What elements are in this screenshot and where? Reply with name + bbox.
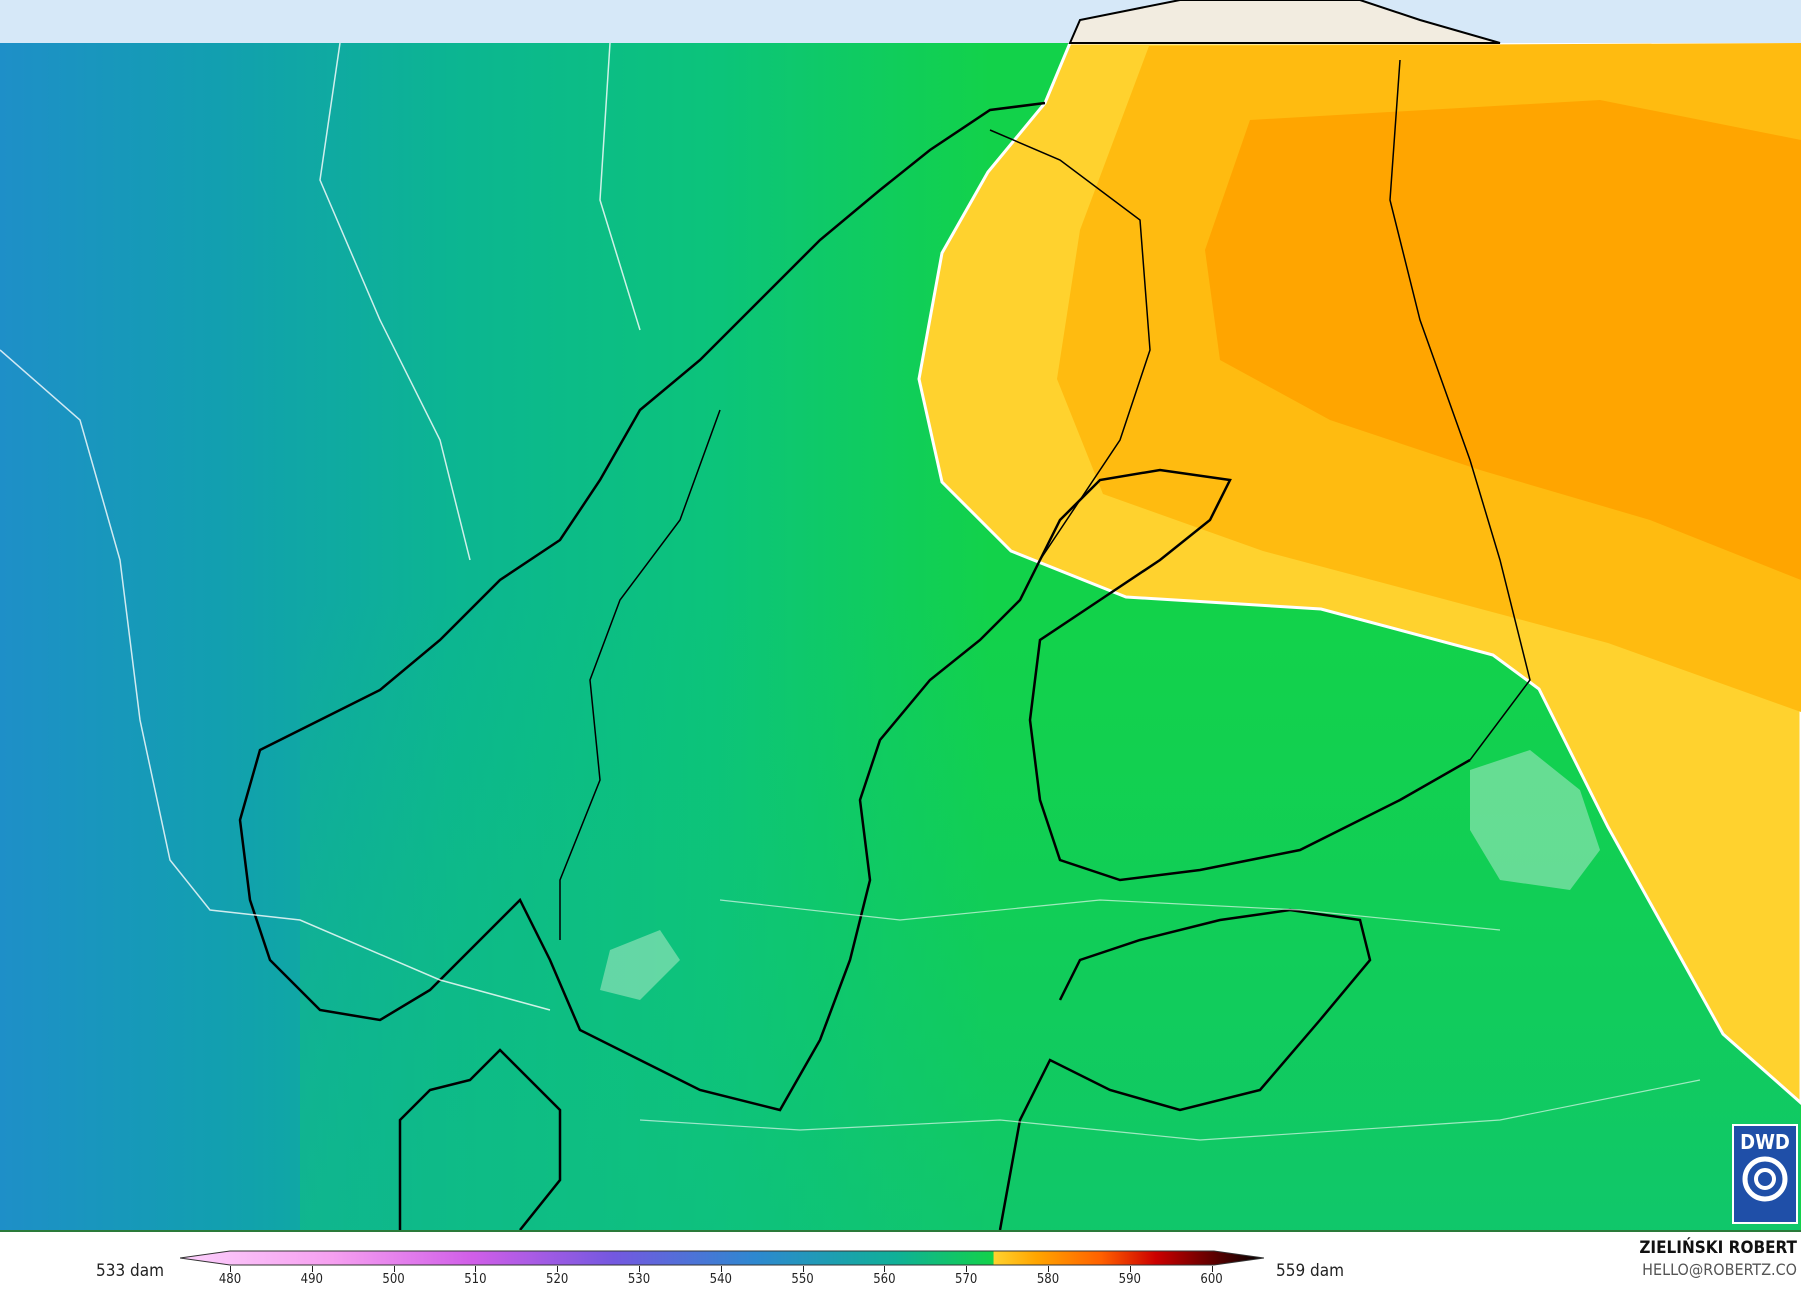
colorbar-tick-label: 530 [627, 1272, 651, 1287]
colorbar-tick-mark [1048, 1266, 1049, 1272]
colorbar-tick-mark [1211, 1266, 1213, 1272]
colorbar-tick-label: 480 [218, 1272, 242, 1287]
min-value-label: 533 dam [96, 1261, 165, 1281]
colorbar-tick-label: 500 [382, 1272, 405, 1287]
colorbar-tick-mark [966, 1266, 968, 1272]
colorbar-tick-label: 600 [1200, 1272, 1223, 1287]
colorbar-tick-label: 520 [546, 1272, 569, 1287]
contour-white-east [639, 899, 1701, 1141]
author-name: ZIELIŃSKI ROBERT [1639, 1238, 1797, 1258]
north-land [1068, 0, 1501, 44]
colorbar-tick-label: 490 [300, 1272, 323, 1287]
colorbar-tick-mark [393, 1266, 395, 1272]
colorbar-tick-label: 550 [791, 1272, 814, 1287]
colorbar-tick-mark [639, 1266, 640, 1272]
top-sea-band [0, 0, 1801, 43]
colorbar-tick-mark [720, 1266, 722, 1272]
colorbar-tick-label: 560 [873, 1272, 896, 1287]
geopotential-map [0, 0, 1801, 1230]
denmark-coastline [398, 1048, 562, 1230]
warm-region-orange [1205, 100, 1801, 580]
author-email[interactable]: HELLO@ROBERTZ.CO [1642, 1260, 1797, 1279]
colorbar-tick-mark [311, 1266, 313, 1272]
finland-coastline [1028, 468, 1471, 882]
colorbar-tick-label: 540 [709, 1272, 732, 1287]
contour-white-west [0, 42, 641, 1011]
dwd-logo: DWD [1732, 1124, 1798, 1224]
colorbar-tick-mark [1129, 1266, 1131, 1272]
colorbar-tick-mark [557, 1266, 559, 1272]
colorbar-legend: 533 dam 480 490 500 510 520 530 540 550 560 570 58… [0, 1230, 1801, 1289]
colorbar-tick-mark [230, 1266, 231, 1272]
colorbar-tick-mark [475, 1266, 477, 1272]
colorbar-tick-label: 580 [1036, 1272, 1060, 1287]
lake-region [600, 750, 1600, 1000]
colorbar [180, 1250, 1264, 1266]
colorbar-tick-mark [802, 1266, 804, 1272]
colorbar-tick-label: 590 [1118, 1272, 1141, 1287]
max-value-label: 559 dam [1276, 1261, 1345, 1281]
colorbar-tick-mark [884, 1266, 886, 1272]
colorbar-tick-label: 510 [464, 1272, 487, 1287]
scandinavia-coastline [238, 101, 1046, 1112]
border-lines [559, 59, 1531, 940]
dwd-spiral-icon [1742, 1156, 1788, 1202]
baltic-south-coastline [998, 908, 1372, 1230]
colorbar-tick-label: 570 [955, 1272, 978, 1287]
